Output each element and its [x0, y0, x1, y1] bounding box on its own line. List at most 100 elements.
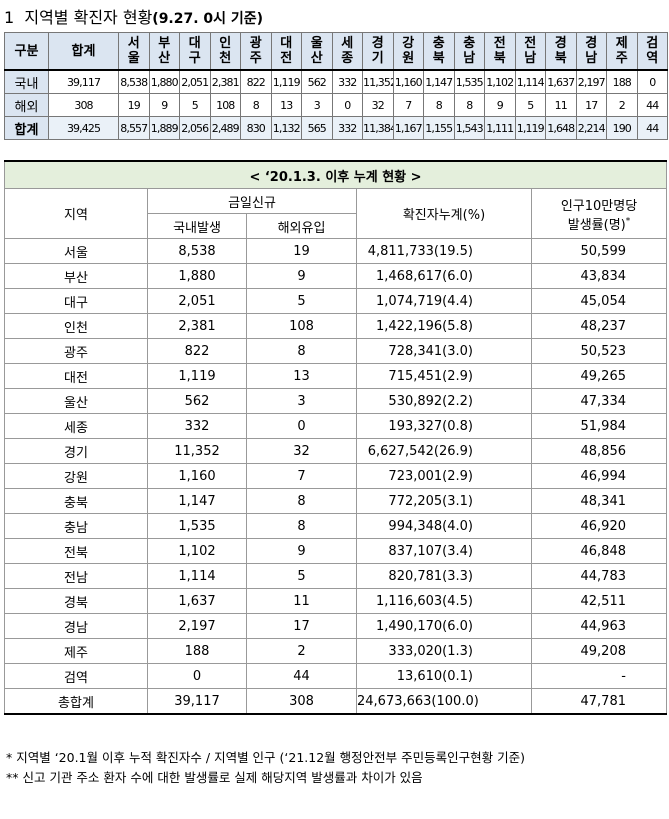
- header-text: 전남: [524, 36, 537, 66]
- data-row: 경북 1,637 11 1,116,603(4.5) 42,511: [4, 588, 667, 614]
- header-cell: 충남: [453, 32, 485, 71]
- cell: 48,341: [531, 488, 667, 514]
- cell: 8: [423, 93, 455, 117]
- cell: 5: [246, 288, 357, 314]
- cell: 검역: [4, 663, 148, 689]
- data-row: 전남 1,114 5 820,781(3.3) 44,783: [4, 563, 667, 589]
- cell: 11: [246, 588, 357, 614]
- header-text: 광주: [249, 36, 262, 66]
- cell: 332: [331, 69, 363, 94]
- row-label: 합계: [4, 116, 49, 140]
- cell: 충북: [4, 488, 148, 514]
- cell: 1,880: [147, 263, 247, 289]
- cell: 837,107(3.4): [356, 538, 532, 564]
- cell: 2,197: [147, 613, 247, 639]
- header-text: 충북: [432, 36, 445, 66]
- cell: 190: [606, 116, 638, 140]
- cell: 2,381: [147, 313, 247, 339]
- cell: 2,056: [179, 116, 211, 140]
- header-cell: 인천: [209, 32, 241, 71]
- cell: 2,214: [575, 116, 607, 140]
- cell: 2: [606, 93, 638, 117]
- data-row: 서울 8,538 19 4,811,733(19.5) 50,599: [4, 238, 667, 264]
- cell: 43,834: [531, 263, 667, 289]
- header-text: 대전: [280, 36, 293, 66]
- header-cell: 제주: [606, 32, 638, 71]
- cell: 2,197: [575, 69, 607, 94]
- cell: 715,451(2.9): [356, 363, 532, 389]
- cell: 44: [636, 116, 668, 140]
- cell: 51,984: [531, 413, 667, 439]
- cell: 1,468,617(6.0): [356, 263, 532, 289]
- cell: 1,074,719(4.4): [356, 288, 532, 314]
- data-row: 대전 1,119 13 715,451(2.9) 49,265: [4, 363, 667, 389]
- header-text: 세종: [341, 36, 354, 66]
- cell: 42,511: [531, 588, 667, 614]
- cell: 333,020(1.3): [356, 638, 532, 664]
- cell: 경북: [4, 588, 148, 614]
- header-text: 전북: [493, 36, 506, 66]
- cell: 308: [48, 93, 119, 117]
- cell: 17: [246, 613, 357, 639]
- cell: 44,783: [531, 563, 667, 589]
- cell: 0: [246, 413, 357, 439]
- cell: 3: [246, 388, 357, 414]
- cell: 1,422,196(5.8): [356, 313, 532, 339]
- cell: 8: [240, 93, 272, 117]
- cell: 1,637: [147, 588, 247, 614]
- cell: 세종: [4, 413, 148, 439]
- data-row: 충북 1,147 8 772,205(3.1) 48,341: [4, 488, 667, 514]
- cell: 제주: [4, 638, 148, 664]
- cell: 13: [270, 93, 302, 117]
- cell: 9: [246, 263, 357, 289]
- data-row: 검역 0 44 13,610(0.1) -: [4, 663, 667, 689]
- cell: 728,341(3.0): [356, 338, 532, 364]
- header-text: 경기: [371, 36, 384, 66]
- cell: 1,490,170(6.0): [356, 613, 532, 639]
- cell: 1,648: [545, 116, 577, 140]
- cell: 2,051: [179, 69, 211, 94]
- cell: 9: [148, 93, 180, 117]
- cell: 1,160: [147, 463, 247, 489]
- header-text: 부산: [158, 36, 171, 66]
- cell: 1,543: [453, 116, 485, 140]
- header-text: 강원: [402, 36, 415, 66]
- cell: 11,352: [362, 69, 394, 94]
- cell: 6,627,542(26.9): [356, 438, 532, 464]
- header-cell: 지역: [4, 188, 148, 239]
- cell: 193,327(0.8): [356, 413, 532, 439]
- cell: 565: [301, 116, 333, 140]
- cell: 1,147: [147, 488, 247, 514]
- cell: 2,051: [147, 288, 247, 314]
- header-text: 인천: [219, 36, 232, 66]
- cell: 13: [246, 363, 357, 389]
- cell: 44,963: [531, 613, 667, 639]
- data-row: 인천 2,381 108 1,422,196(5.8) 48,237: [4, 313, 667, 339]
- data-row: 광주 822 8 728,341(3.0) 50,523: [4, 338, 667, 364]
- cell: 772,205(3.1): [356, 488, 532, 514]
- cell: 820,781(3.3): [356, 563, 532, 589]
- cell: 울산: [4, 388, 148, 414]
- cell: 0: [331, 93, 363, 117]
- cell: 8: [246, 488, 357, 514]
- cell: 9: [484, 93, 516, 117]
- data-row: 합계 39,425 8,557 1,889 2,056 2,489 830 1,132 565 3…: [4, 116, 668, 140]
- data-row: 대구 2,051 5 1,074,719(4.4) 45,054: [4, 288, 667, 314]
- cell: 7: [246, 463, 357, 489]
- header-cell: 인구10만명당 발생률(명)*: [531, 188, 667, 239]
- cell: 1,114: [147, 563, 247, 589]
- cell: 11: [545, 93, 577, 117]
- header-text: 대구: [188, 36, 201, 66]
- cell: 1,155: [423, 116, 455, 140]
- cell: 48,237: [531, 313, 667, 339]
- cell: 8: [453, 93, 485, 117]
- cell: 전북: [4, 538, 148, 564]
- cell: 188: [147, 638, 247, 664]
- cell: 대전: [4, 363, 148, 389]
- header-text: 충남: [463, 36, 476, 66]
- cell: 19: [246, 238, 357, 264]
- header-cell: 광주: [240, 32, 272, 71]
- cell: 562: [147, 388, 247, 414]
- cell: 5: [246, 563, 357, 589]
- header-cell: 대구: [179, 32, 211, 71]
